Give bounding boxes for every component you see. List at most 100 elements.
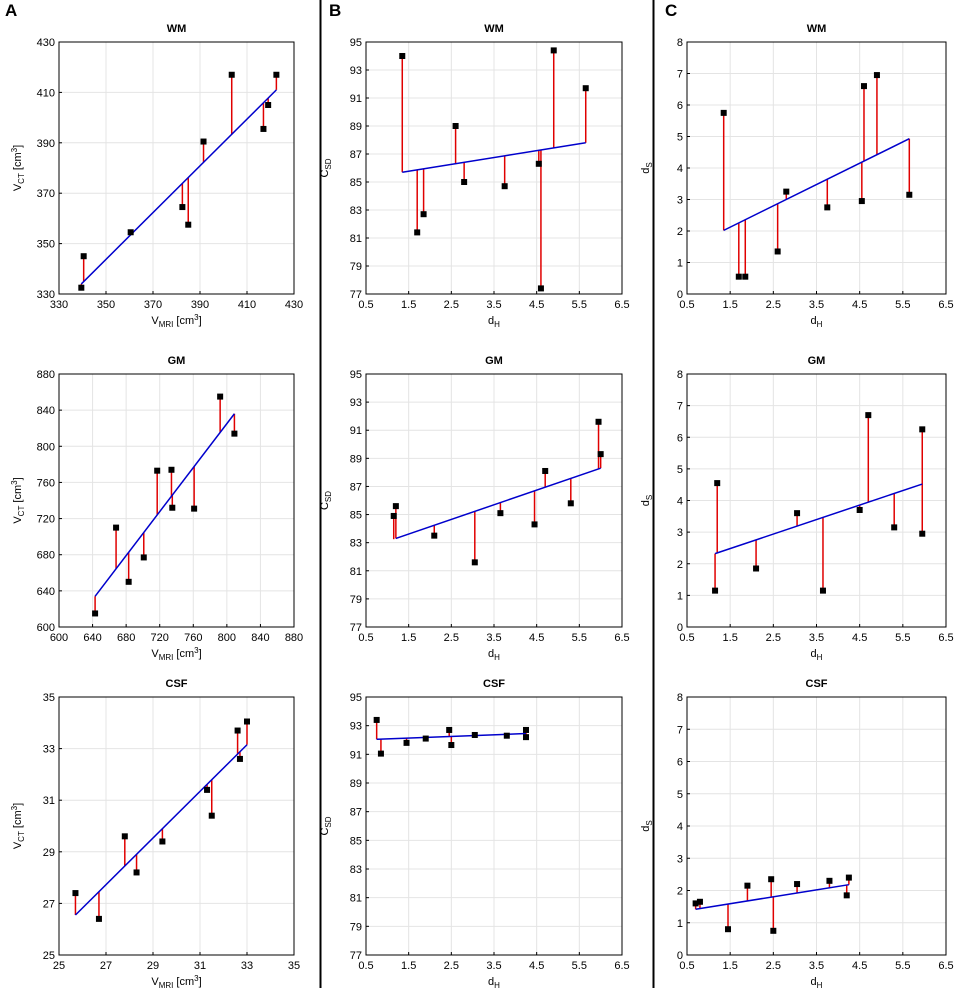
chart-title: WM — [167, 23, 187, 35]
x-tick-label: 5.5 — [895, 299, 910, 311]
chart-title: CSF — [166, 678, 188, 690]
data-point — [244, 718, 250, 725]
y-tick-label: 85 — [350, 177, 362, 189]
y-tick-label: 720 — [37, 514, 55, 526]
data-point — [471, 559, 478, 566]
data-point — [531, 521, 538, 528]
chart-title: CSF — [806, 678, 828, 690]
y-tick-label: 7 — [677, 724, 683, 736]
x-tick-label: 600 — [50, 632, 68, 644]
data-point — [373, 716, 380, 723]
x-tick-label: 3.5 — [486, 299, 501, 311]
data-point — [72, 890, 79, 897]
y-tick-label: 3 — [677, 195, 683, 207]
x-tick-label: 6.5 — [938, 299, 953, 311]
x-axis-label: VMRI [cm3] — [151, 646, 201, 662]
y-tick-label: 8 — [677, 692, 683, 704]
x-tick-label: 430 — [285, 299, 303, 311]
data-point — [824, 204, 831, 211]
data-point — [712, 587, 719, 594]
x-tick-label: 5.5 — [572, 299, 587, 311]
x-axis-label: dH — [811, 648, 823, 662]
x-tick-label: 390 — [191, 299, 209, 311]
regression-line — [723, 138, 910, 232]
data-point — [696, 898, 703, 905]
data-point — [422, 735, 429, 742]
x-tick-label: 6.5 — [614, 960, 629, 972]
data-point — [448, 742, 455, 749]
y-tick-label: 880 — [37, 369, 55, 381]
data-point — [217, 393, 224, 400]
data-point — [891, 524, 898, 531]
x-tick-label: 6.5 — [614, 632, 629, 644]
regression-line — [714, 483, 923, 555]
y-tick-label: 81 — [350, 566, 362, 578]
data-point — [420, 211, 427, 218]
x-axis-label: dH — [811, 976, 823, 988]
data-point — [159, 838, 166, 845]
x-tick-label: 2.5 — [766, 960, 781, 972]
data-point — [523, 734, 529, 741]
y-axis-label: CSD — [319, 158, 333, 177]
data-point — [858, 198, 865, 205]
data-point — [200, 138, 207, 145]
y-tick-label: 330 — [37, 289, 55, 301]
y-tick-label: 4 — [677, 496, 683, 508]
x-tick-label: 680 — [117, 632, 135, 644]
chart-gm-3: 0.5 1.5 2.5 3.5 4.5 5.5 6.5 0 1 2 3 4 5 6 7 8 GM dH dS — [640, 355, 954, 662]
y-tick-label: 81 — [350, 893, 362, 905]
x-tick-label: 5.5 — [895, 960, 910, 972]
y-tick-label: 79 — [350, 921, 362, 933]
data-point — [595, 418, 602, 425]
y-axis-label: VCT [cm3] — [10, 145, 26, 191]
y-axis-label: dS — [640, 495, 654, 506]
y-tick-label: 5 — [677, 789, 683, 801]
data-point — [826, 877, 833, 884]
y-axis-label: VCT [cm3] — [10, 803, 26, 849]
data-point — [236, 755, 243, 762]
y-tick-label: 390 — [37, 138, 55, 150]
regression-line — [74, 744, 248, 916]
x-tick-label: 6.5 — [614, 299, 629, 311]
data-point — [260, 125, 267, 132]
x-tick-label: 6.5 — [938, 632, 953, 644]
data-point — [860, 83, 867, 90]
data-point — [234, 727, 241, 734]
regression-line — [402, 142, 586, 173]
x-tick-label: 0.5 — [679, 960, 694, 972]
regression-line — [80, 89, 277, 285]
data-point — [204, 786, 211, 793]
chart-title: CSF — [483, 678, 505, 690]
y-tick-label: 640 — [37, 586, 55, 598]
data-point — [753, 565, 760, 572]
y-tick-label: 430 — [37, 37, 55, 49]
x-tick-label: 4.5 — [529, 960, 544, 972]
data-point — [770, 927, 777, 934]
x-axis-label: dH — [811, 315, 823, 329]
x-axis-label: VMRI [cm3] — [151, 313, 201, 329]
y-tick-label: 6 — [677, 432, 683, 444]
y-tick-label: 3 — [677, 853, 683, 865]
x-tick-label: 4.5 — [852, 632, 867, 644]
y-tick-label: 600 — [37, 622, 55, 634]
y-tick-label: 410 — [37, 87, 55, 99]
y-tick-label: 91 — [350, 425, 362, 437]
y-tick-label: 29 — [43, 847, 55, 859]
x-tick-label: 0.5 — [358, 632, 373, 644]
x-tick-label: 3.5 — [486, 632, 501, 644]
x-tick-label: 4.5 — [529, 299, 544, 311]
data-point — [742, 273, 749, 280]
data-point — [95, 915, 102, 922]
y-tick-label: 2 — [677, 559, 683, 571]
x-tick-label: 25 — [53, 960, 65, 972]
data-point — [168, 466, 175, 473]
y-tick-label: 840 — [37, 405, 55, 417]
panel-letter-b: B — [329, 1, 341, 20]
x-tick-label: 0.5 — [679, 299, 694, 311]
data-point — [377, 750, 384, 757]
data-point — [794, 510, 801, 517]
chart-title: WM — [484, 23, 504, 35]
data-point — [185, 221, 192, 228]
data-point — [906, 191, 913, 198]
